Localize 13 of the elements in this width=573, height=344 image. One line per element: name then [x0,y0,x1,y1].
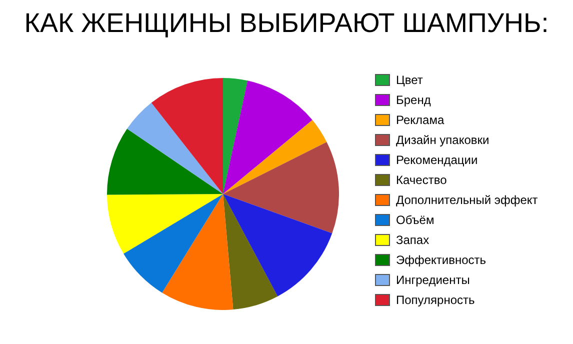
legend-label: Реклама [396,113,444,127]
legend-label: Эффективность [396,253,486,267]
legend-label: Бренд [396,93,431,107]
legend-label: Ингредиенты [396,273,470,287]
legend-label: Дизайн упаковки [396,133,490,147]
chart-title: КАК ЖЕНЩИНЫ ВЫБИРАЮТ ШАМПУНЬ: [23,8,550,39]
legend-label: Объём [396,213,434,227]
legend-label: Качество [396,173,447,187]
legend-label: Запах [396,233,430,247]
legend-label: Дополнительный эффект [396,193,538,207]
legend-label: Популярность [396,293,475,307]
legend-label: Рекомендации [396,153,478,167]
legend-label: Цвет [396,73,423,87]
